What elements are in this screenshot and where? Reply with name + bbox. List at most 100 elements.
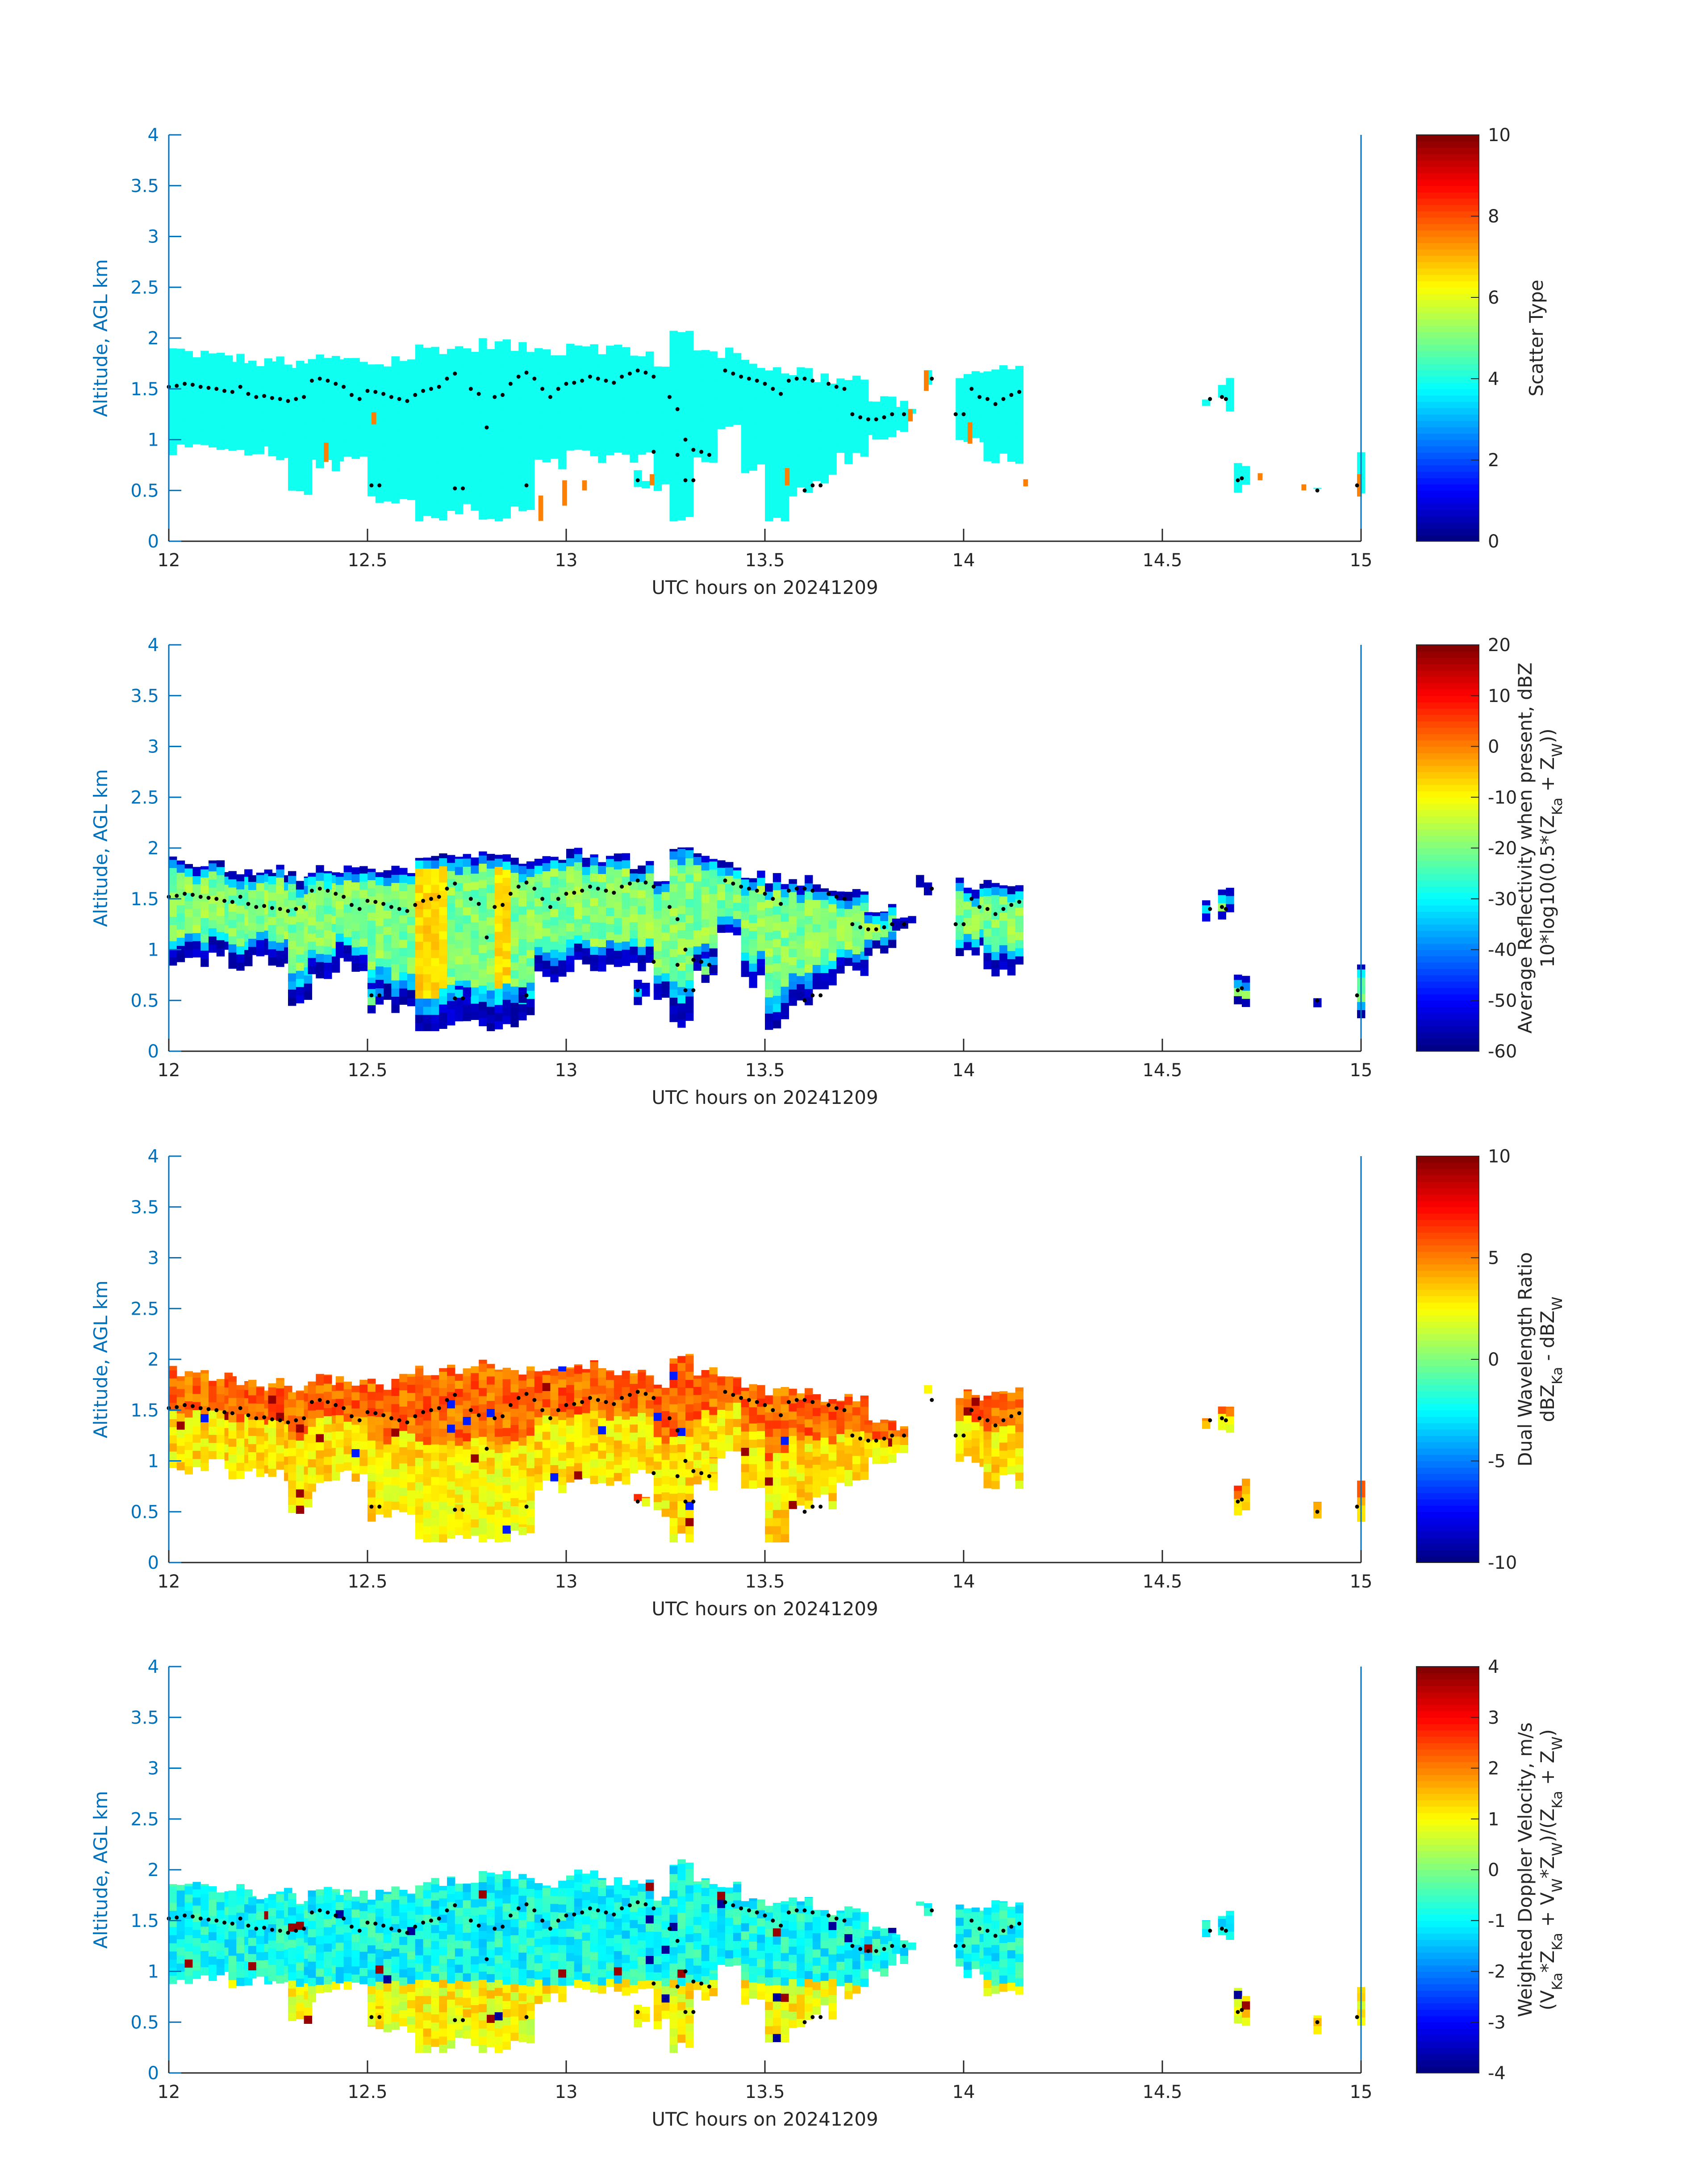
data-cell bbox=[391, 470, 400, 479]
cloud-top-marker bbox=[1224, 397, 1228, 401]
data-cell bbox=[709, 877, 718, 886]
data-cell bbox=[828, 393, 837, 402]
data-cell bbox=[487, 1400, 495, 1409]
data-cell bbox=[717, 388, 726, 397]
data-cell bbox=[200, 926, 209, 935]
data-cell bbox=[351, 434, 360, 443]
data-cell bbox=[797, 894, 805, 903]
data-cell bbox=[324, 873, 332, 882]
data-cell bbox=[1015, 948, 1024, 957]
data-cell bbox=[634, 980, 642, 989]
data-cell bbox=[677, 1500, 686, 1509]
data-cell bbox=[797, 1393, 805, 1400]
data-cell bbox=[487, 917, 495, 926]
data-cell bbox=[209, 366, 217, 375]
data-cell bbox=[606, 398, 614, 407]
data-cell bbox=[606, 1420, 614, 1429]
data-cell bbox=[479, 1428, 487, 1437]
data-cell bbox=[765, 915, 773, 924]
data-cell bbox=[582, 891, 590, 900]
data-cell bbox=[757, 1431, 765, 1439]
data-cell bbox=[487, 1376, 495, 1385]
colorbar-segment bbox=[1416, 962, 1479, 969]
data-cell bbox=[176, 913, 185, 922]
data-cell bbox=[463, 349, 471, 358]
data-cell bbox=[653, 1461, 662, 1470]
data-cell bbox=[391, 1420, 400, 1429]
data-cell bbox=[184, 884, 193, 893]
cloud-top-marker bbox=[1220, 905, 1224, 909]
colorbar-segment bbox=[1416, 236, 1479, 243]
data-cell bbox=[614, 910, 622, 919]
cloud-top-marker bbox=[771, 387, 775, 391]
data-cell bbox=[789, 1403, 797, 1412]
data-cell bbox=[169, 1443, 177, 1452]
data-cell bbox=[431, 1404, 439, 1412]
data-cell bbox=[494, 996, 503, 1005]
data-cell bbox=[288, 417, 296, 426]
data-cell bbox=[566, 915, 575, 923]
data-cell bbox=[582, 915, 590, 924]
data-cell bbox=[331, 964, 340, 973]
data-cell bbox=[455, 1527, 464, 1535]
data-cell bbox=[399, 1422, 408, 1431]
data-cell bbox=[693, 368, 702, 376]
cloud-top-marker bbox=[214, 897, 219, 901]
data-cell bbox=[566, 1433, 575, 1442]
data-cell bbox=[669, 330, 678, 334]
data-cell bbox=[510, 465, 519, 474]
data-cell bbox=[494, 439, 503, 448]
data-cell bbox=[566, 1474, 575, 1483]
data-cell bbox=[479, 863, 487, 872]
data-cell bbox=[685, 1477, 694, 1486]
data-cell bbox=[399, 915, 408, 923]
data-cell bbox=[606, 940, 614, 949]
data-cell bbox=[797, 911, 805, 919]
data-cell bbox=[614, 436, 622, 445]
data-cell bbox=[391, 915, 400, 924]
data-cell bbox=[765, 1485, 773, 1494]
data-cell bbox=[471, 470, 479, 478]
y-tick-label: 4 bbox=[148, 125, 159, 146]
data-cell bbox=[582, 352, 590, 361]
data-cell bbox=[749, 898, 757, 907]
data-cell bbox=[964, 901, 972, 910]
data-cell bbox=[880, 937, 889, 945]
data-cell bbox=[308, 1475, 316, 1484]
data-cell bbox=[566, 898, 575, 907]
x-tick-label: 15 bbox=[1350, 550, 1373, 571]
data-cell bbox=[669, 455, 678, 464]
data-cell bbox=[653, 1453, 662, 1462]
data-cell bbox=[661, 932, 670, 941]
data-cell bbox=[709, 861, 718, 870]
data-cell bbox=[757, 959, 765, 967]
cloud-top-marker bbox=[699, 450, 704, 454]
data-cell bbox=[638, 438, 646, 447]
data-cell bbox=[391, 972, 400, 981]
data-cell bbox=[1007, 959, 1016, 968]
cloud-top-marker bbox=[548, 905, 552, 909]
data-cell bbox=[248, 1452, 257, 1461]
data-cell bbox=[502, 380, 511, 389]
data-cell bbox=[518, 898, 527, 907]
data-cell bbox=[296, 450, 305, 459]
data-cell bbox=[184, 1433, 193, 1442]
cloud-top-marker bbox=[501, 393, 505, 397]
data-cell bbox=[184, 1401, 193, 1410]
data-cell bbox=[526, 1007, 535, 1015]
data-cell bbox=[447, 862, 455, 871]
data-cell bbox=[550, 1391, 559, 1400]
data-cell bbox=[256, 380, 265, 389]
data-cell bbox=[773, 947, 781, 956]
data-cell bbox=[288, 1488, 296, 1497]
data-cell bbox=[518, 882, 527, 890]
data-cell bbox=[494, 447, 503, 456]
data-cell bbox=[494, 1021, 503, 1030]
data-cell bbox=[268, 873, 276, 877]
data-cell bbox=[169, 348, 177, 350]
data-cell bbox=[351, 426, 360, 435]
y-tick-label: 1.5 bbox=[130, 889, 159, 910]
data-cell bbox=[296, 1391, 305, 1400]
colorbar-segment bbox=[1416, 141, 1479, 148]
data-cell bbox=[733, 353, 742, 360]
